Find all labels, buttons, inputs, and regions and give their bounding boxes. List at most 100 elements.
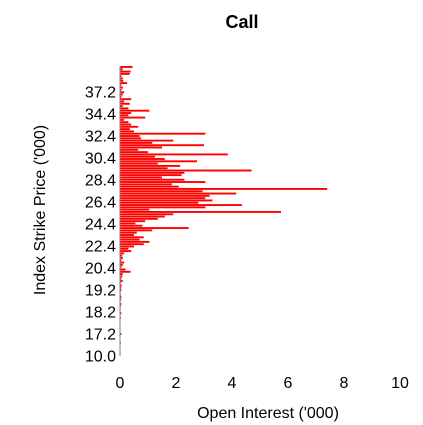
y-axis-label-group: Index Strike Price ('000) xyxy=(32,125,49,295)
bar xyxy=(120,217,158,220)
bar xyxy=(120,137,141,140)
bar xyxy=(120,224,143,227)
bar xyxy=(120,169,252,172)
x-tick-label: 10 xyxy=(391,375,409,392)
y-tick-label: 26.4 xyxy=(85,195,116,212)
bar xyxy=(120,213,174,216)
bar xyxy=(120,298,122,301)
y-tick-label: 17.2 xyxy=(85,327,116,344)
bar xyxy=(120,79,124,82)
bar xyxy=(120,116,146,119)
bar xyxy=(120,130,134,133)
bar xyxy=(120,93,123,96)
bar xyxy=(120,158,165,160)
bar xyxy=(120,259,122,262)
bar xyxy=(120,70,131,73)
bar xyxy=(120,194,210,197)
bar xyxy=(120,98,132,101)
y-tick-label: 37.2 xyxy=(85,85,116,102)
x-tick-label: 6 xyxy=(284,375,293,392)
bar xyxy=(120,211,281,213)
y-tick-label: 34.4 xyxy=(85,107,116,124)
bar xyxy=(120,312,122,315)
bar xyxy=(120,84,122,87)
bar xyxy=(120,227,189,230)
bar xyxy=(120,245,134,248)
bar xyxy=(120,286,122,289)
bar xyxy=(120,135,140,137)
bar xyxy=(120,252,125,255)
bar xyxy=(120,139,174,142)
y-tick-label: 30.4 xyxy=(85,151,116,168)
bar xyxy=(120,247,129,250)
bar xyxy=(120,261,125,264)
bar xyxy=(120,199,213,202)
y-axis-label: Index Strike Price ('000) xyxy=(32,125,49,295)
y-tick-label: 22.4 xyxy=(85,239,116,256)
bar xyxy=(120,148,139,151)
chart-title: Call xyxy=(225,12,258,32)
bar xyxy=(120,176,162,179)
bar xyxy=(120,75,122,78)
bar xyxy=(120,201,199,204)
bar xyxy=(120,109,150,112)
bar xyxy=(120,243,144,246)
bar xyxy=(120,68,123,71)
y-tick-label: 28.4 xyxy=(85,173,116,190)
bar xyxy=(120,275,123,278)
y-tick-label: 20.4 xyxy=(85,261,116,278)
bar xyxy=(120,141,153,144)
bar xyxy=(120,238,140,241)
bar xyxy=(120,197,206,200)
bar xyxy=(120,229,153,232)
bar xyxy=(120,268,126,271)
bar xyxy=(120,164,181,167)
bar xyxy=(120,190,203,193)
bar xyxy=(120,66,133,68)
bar xyxy=(120,208,150,211)
bar xyxy=(120,91,125,94)
bar xyxy=(120,234,134,236)
bar xyxy=(120,181,206,183)
y-tick-label: 32.4 xyxy=(85,129,116,146)
bar xyxy=(120,146,162,149)
bar xyxy=(120,100,125,103)
bar xyxy=(120,125,139,128)
bar xyxy=(120,107,129,110)
bar xyxy=(120,82,127,85)
bar xyxy=(120,284,122,287)
bar xyxy=(120,144,204,147)
x-tick-label: 2 xyxy=(172,375,181,392)
bar xyxy=(120,160,197,163)
x-axis-label: Open Interest ('000) xyxy=(197,405,339,422)
bar xyxy=(120,303,122,305)
bar xyxy=(120,171,185,174)
bar xyxy=(120,257,123,259)
bar xyxy=(120,132,206,135)
bar xyxy=(120,183,172,186)
bar xyxy=(120,332,122,335)
bar xyxy=(120,174,182,177)
y-tick-label: 19.2 xyxy=(85,283,116,300)
y-tick-label: 18.2 xyxy=(85,305,116,322)
bar xyxy=(120,105,123,108)
bar xyxy=(120,185,179,188)
bar xyxy=(120,187,328,190)
bar xyxy=(120,155,155,158)
y-tick-labels: 10.0 17.2 18.2 19.2 20.4 22.4 24.4 26.4 28.4 30.4… xyxy=(85,85,116,366)
y-tick-label: 24.4 xyxy=(85,217,116,234)
bar xyxy=(120,151,148,154)
bar xyxy=(120,270,131,273)
bar xyxy=(120,254,123,257)
bar xyxy=(120,280,123,282)
bar xyxy=(120,240,150,243)
bar xyxy=(120,72,130,75)
bar xyxy=(120,123,132,126)
bar xyxy=(120,95,122,98)
bar xyxy=(120,162,158,165)
bar xyxy=(120,128,130,131)
bar xyxy=(120,263,123,266)
bar xyxy=(120,266,122,269)
x-tick-label: 0 xyxy=(116,375,125,392)
